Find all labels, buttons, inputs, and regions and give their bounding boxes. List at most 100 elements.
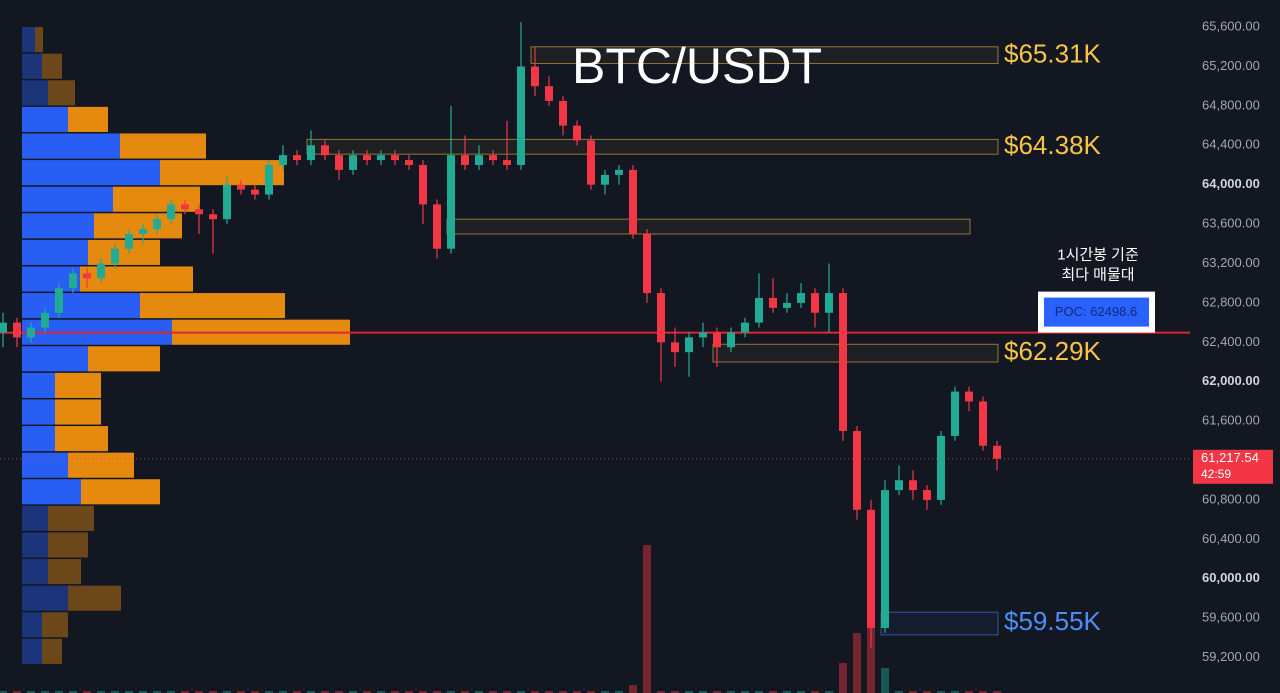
candle-body bbox=[951, 391, 959, 436]
volume-bar bbox=[139, 691, 147, 693]
volume-bar bbox=[657, 691, 665, 693]
candle-body bbox=[937, 435, 945, 500]
profile-sell bbox=[120, 133, 206, 159]
profile-buy bbox=[22, 532, 48, 558]
volume-bar bbox=[797, 691, 805, 693]
candle-body bbox=[559, 100, 567, 126]
candle-body bbox=[489, 155, 497, 161]
candle-body bbox=[363, 155, 371, 161]
volume-bar bbox=[433, 691, 441, 693]
volume-bar bbox=[741, 691, 749, 693]
volume-bar bbox=[685, 691, 693, 693]
candle-body bbox=[713, 332, 721, 348]
y-tick-label: 60,800.00 bbox=[1202, 491, 1260, 506]
candle-body bbox=[27, 327, 35, 338]
candle-body bbox=[349, 155, 357, 170]
zone bbox=[712, 343, 999, 363]
volume-bar bbox=[671, 691, 679, 693]
volume-bar bbox=[699, 691, 707, 693]
candle-body bbox=[419, 165, 427, 205]
volume-bar bbox=[811, 691, 819, 693]
candle-body bbox=[209, 214, 217, 220]
candle-body bbox=[237, 184, 245, 190]
volume-bar bbox=[167, 691, 175, 693]
profile-buy bbox=[22, 80, 48, 106]
candle-body bbox=[545, 86, 553, 101]
volume-bar bbox=[895, 691, 903, 693]
volume-bar bbox=[727, 691, 735, 693]
profile-sell bbox=[160, 160, 284, 186]
volume-bar bbox=[531, 691, 539, 693]
candle-body bbox=[153, 219, 161, 230]
profile-buy bbox=[22, 559, 48, 585]
candle-body bbox=[671, 342, 679, 353]
volume-bar bbox=[209, 691, 217, 693]
candle-body bbox=[755, 297, 763, 323]
candle-body bbox=[867, 509, 875, 628]
y-tick-label: 59,200.00 bbox=[1202, 649, 1260, 664]
candle-body bbox=[979, 401, 987, 446]
profile-buy bbox=[22, 505, 48, 531]
volume-bar bbox=[713, 691, 721, 693]
volume-bar bbox=[195, 691, 203, 693]
volume-bar bbox=[461, 691, 469, 693]
zone-label: $64.38K bbox=[1004, 130, 1102, 160]
candle-body bbox=[97, 263, 105, 279]
volume-bar bbox=[965, 691, 973, 693]
last-price-label: 61,217.54 bbox=[1201, 450, 1259, 465]
y-tick-label: 64,400.00 bbox=[1202, 137, 1260, 152]
candle-body bbox=[461, 155, 469, 165]
candle-body bbox=[181, 204, 189, 210]
countdown: 42:59 bbox=[1201, 467, 1231, 481]
candle-body bbox=[321, 145, 329, 156]
profile-sell bbox=[48, 559, 81, 585]
profile-buy bbox=[22, 213, 94, 239]
candle-body bbox=[923, 490, 931, 500]
volume-bar bbox=[125, 691, 133, 693]
volume-bar bbox=[307, 691, 315, 693]
volume-bar bbox=[923, 691, 931, 693]
profile-buy bbox=[22, 106, 68, 132]
volume-bar bbox=[867, 623, 875, 693]
profile-sell bbox=[42, 638, 62, 664]
candle-body bbox=[699, 332, 707, 338]
volume-bar bbox=[629, 685, 637, 693]
candle-body bbox=[0, 322, 7, 333]
profile-sell bbox=[140, 293, 285, 319]
profile-sell bbox=[55, 399, 101, 425]
volume-bar bbox=[83, 691, 91, 693]
volume-bar bbox=[27, 691, 35, 693]
volume-bar bbox=[363, 691, 371, 693]
volume-bar bbox=[979, 691, 987, 693]
candle-body bbox=[769, 297, 777, 308]
volume-bar bbox=[419, 691, 427, 693]
candle-body bbox=[125, 233, 133, 249]
y-tick-label: 62,800.00 bbox=[1202, 294, 1260, 309]
profile-buy bbox=[22, 638, 42, 664]
profile-buy bbox=[22, 293, 140, 319]
candle-body bbox=[657, 293, 665, 343]
volume-bar bbox=[881, 668, 889, 693]
volume-bar bbox=[69, 691, 77, 693]
volume-bar bbox=[573, 691, 581, 693]
candle-body bbox=[307, 145, 315, 161]
candle-body bbox=[727, 332, 735, 348]
profile-buy bbox=[22, 479, 81, 505]
volume-bar bbox=[601, 691, 609, 693]
candle-body bbox=[41, 312, 49, 328]
volume-bar bbox=[97, 691, 105, 693]
zone-label: $62.29K bbox=[1004, 336, 1102, 366]
candle-body bbox=[111, 248, 119, 264]
candle-body bbox=[601, 174, 609, 185]
y-tick-label: 60,000.00 bbox=[1202, 570, 1260, 585]
volume-bar bbox=[489, 691, 497, 693]
candle-body bbox=[741, 322, 749, 333]
y-tick-label: 59,600.00 bbox=[1202, 610, 1260, 625]
profile-sell bbox=[48, 80, 75, 106]
profile-sell bbox=[55, 372, 101, 398]
candle-body bbox=[797, 293, 805, 303]
candle-body bbox=[55, 288, 63, 313]
volume-bar bbox=[951, 691, 959, 693]
volume-bar bbox=[55, 691, 63, 693]
y-tick-label: 61,600.00 bbox=[1202, 413, 1260, 428]
